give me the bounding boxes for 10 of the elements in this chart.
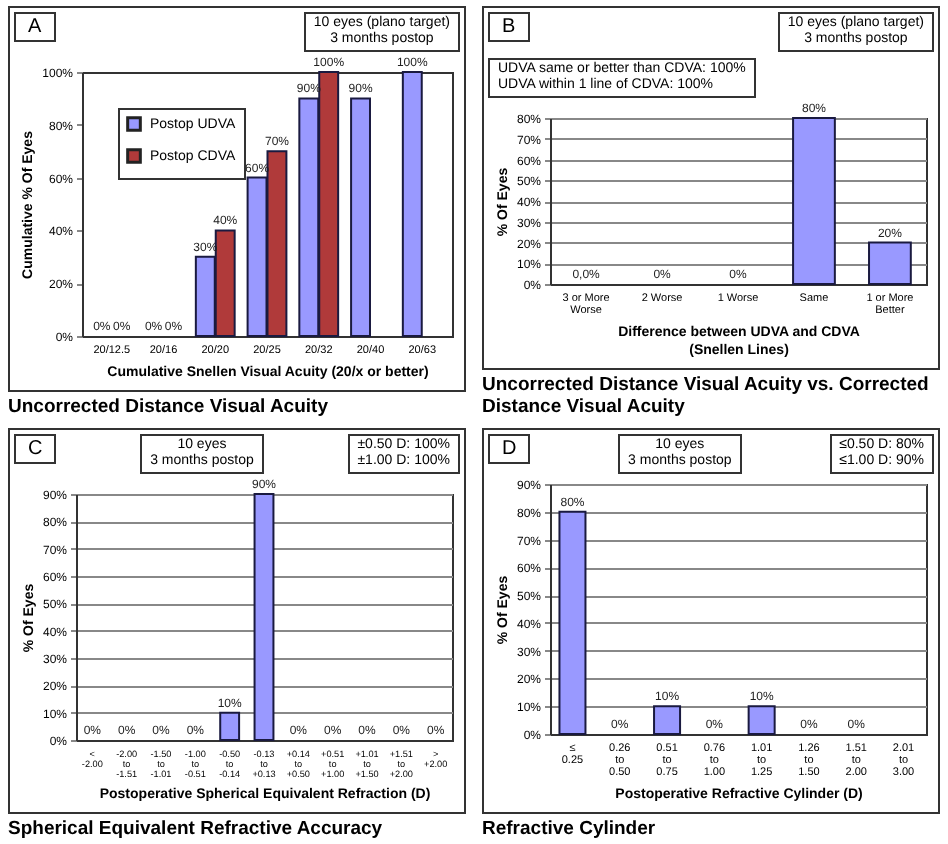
bar xyxy=(401,71,423,337)
bar xyxy=(350,97,371,337)
text: B xyxy=(488,12,530,42)
text: Refractive Cylinder xyxy=(482,818,658,840)
text: Spherical Equivalent Refractive Accuracy xyxy=(8,818,385,840)
text: Uncorrected Distance Visual Acuity vs. Corrected Distance Visual Acuity xyxy=(482,374,931,418)
text: C xyxy=(14,434,57,464)
text: Uncorrected Distance Visual Acuity xyxy=(8,396,330,418)
text: A xyxy=(14,12,56,42)
text: D xyxy=(488,434,531,464)
